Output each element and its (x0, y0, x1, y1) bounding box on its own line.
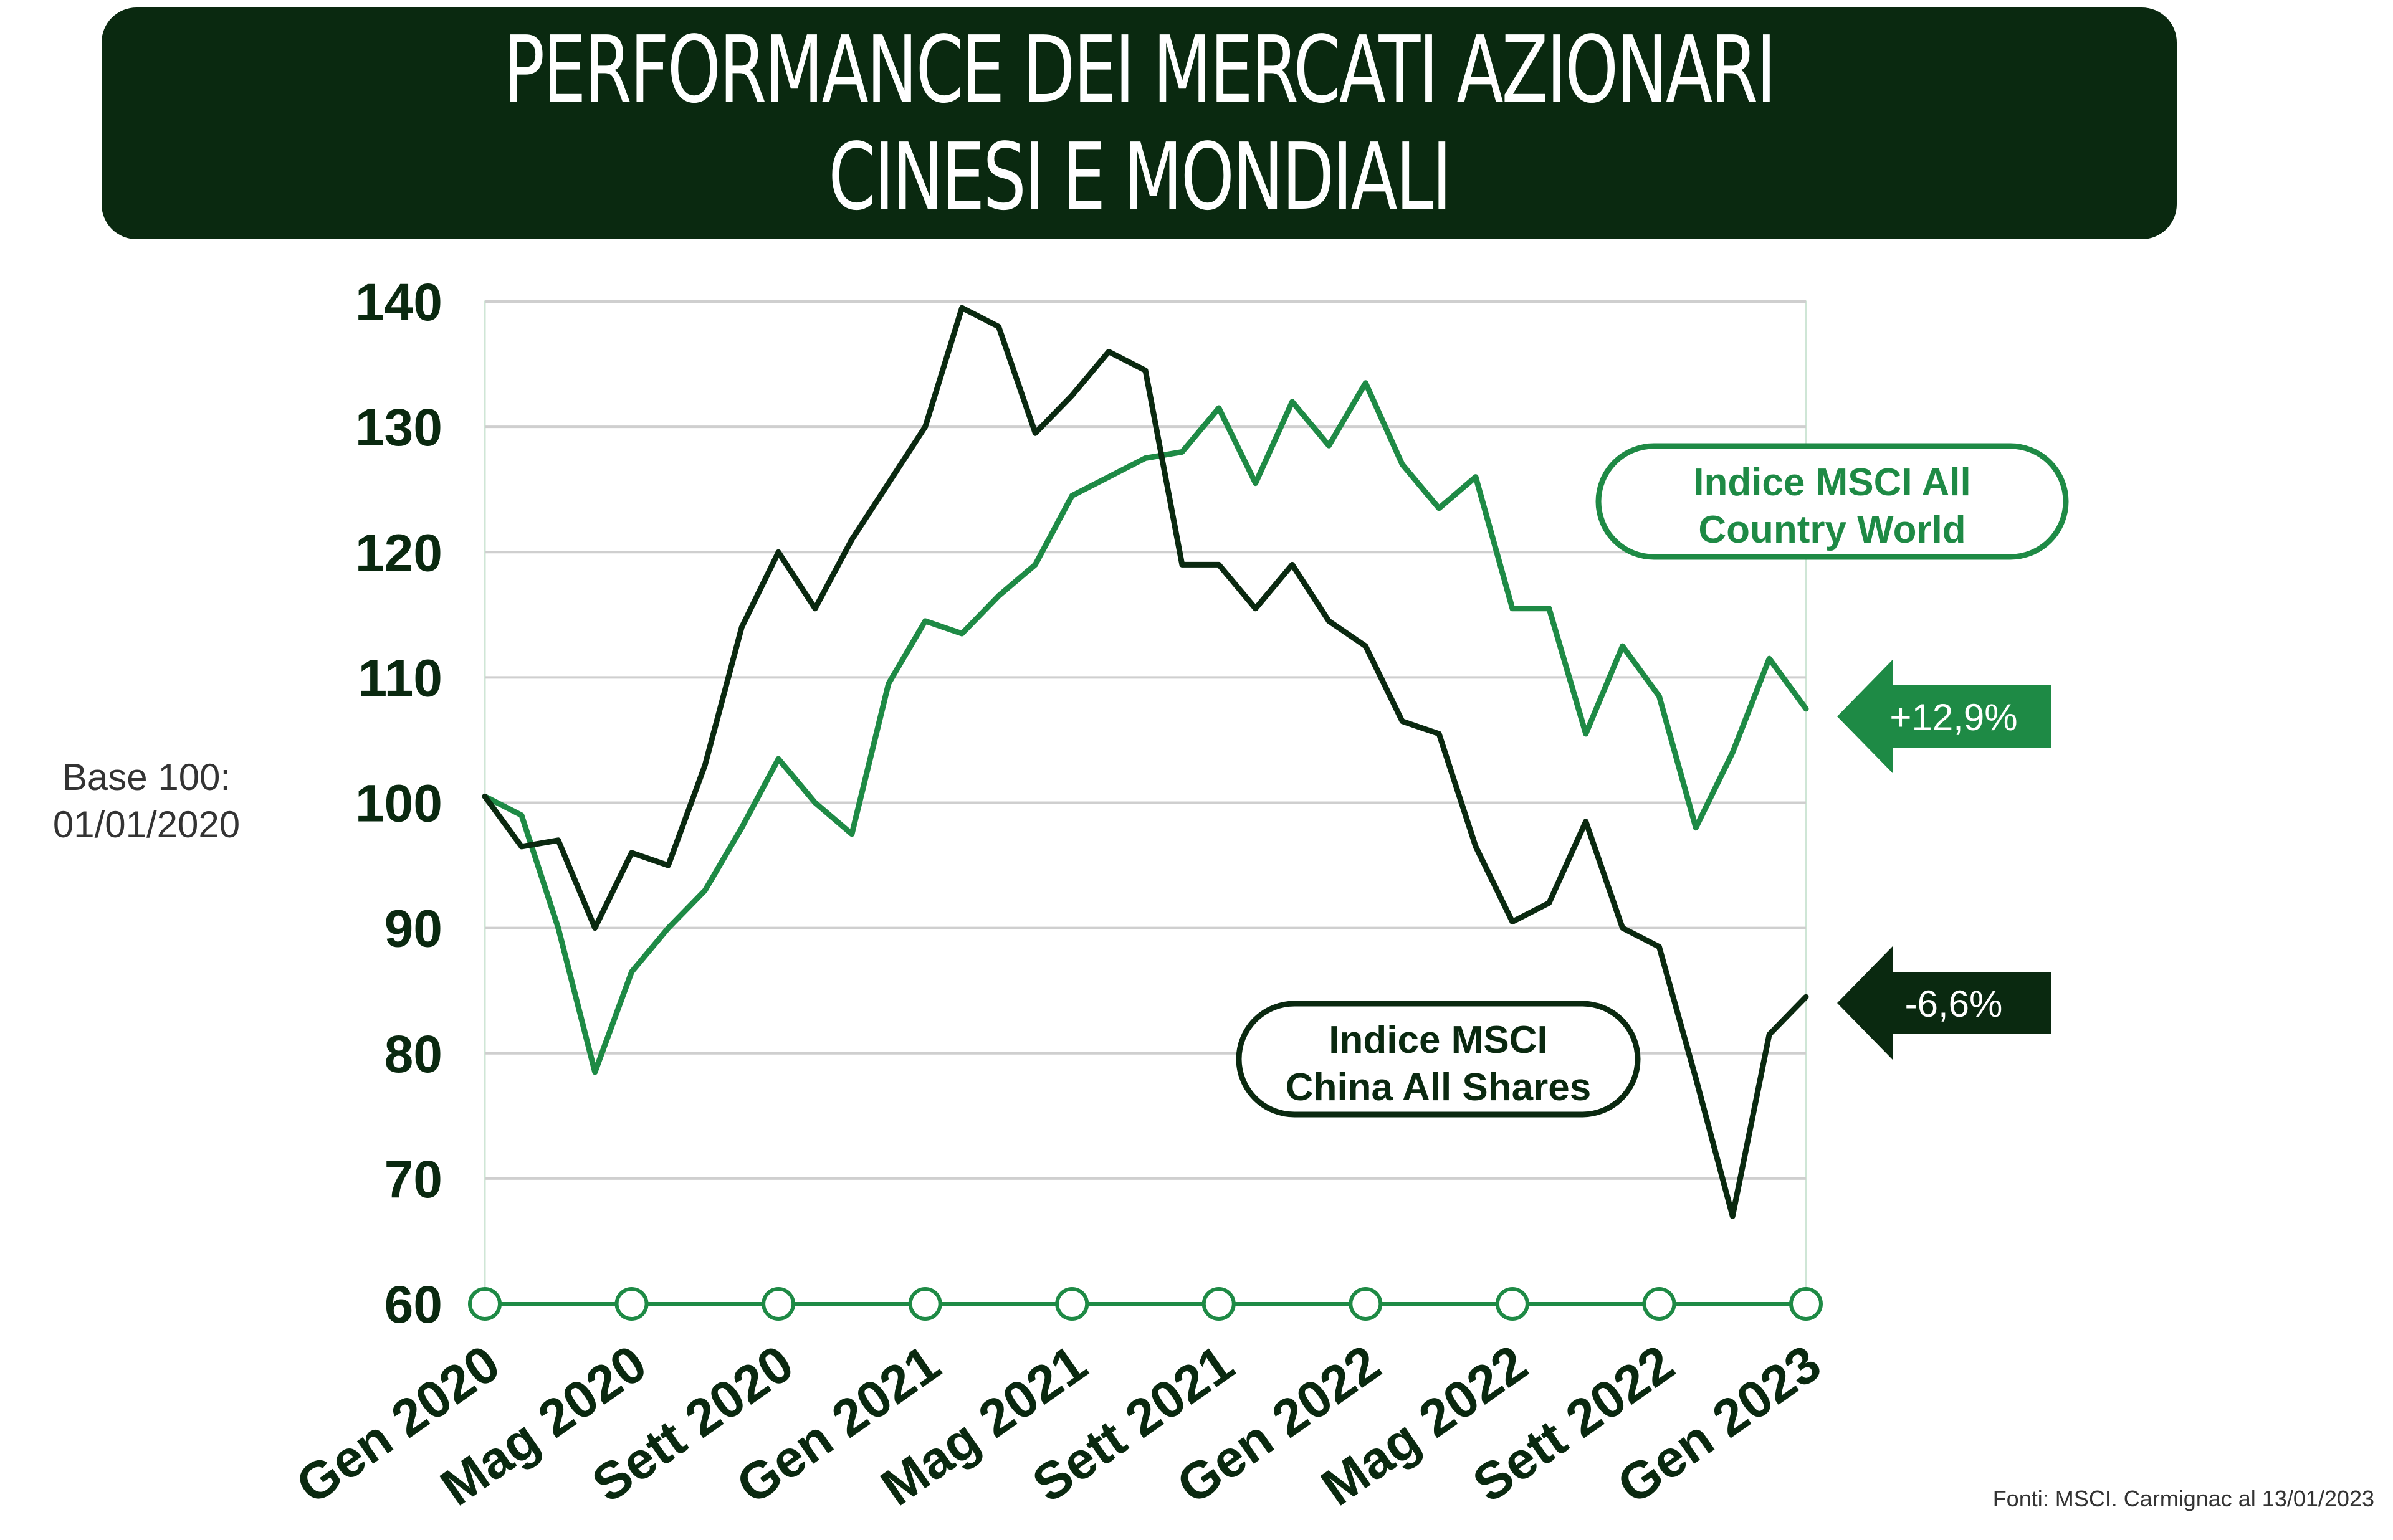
x-tick-marker (1789, 1287, 1823, 1321)
badge-arrow (1837, 946, 2051, 1060)
series-label-line: Indice MSCI (1329, 1019, 1547, 1062)
x-tick-marker (908, 1287, 942, 1321)
change-badge-world: +12,9% (1837, 659, 2051, 774)
x-tick-marker (614, 1287, 649, 1321)
title-banner: PERFORMANCE DEI MERCATI AZIONARI CINESI … (102, 7, 2177, 239)
series-line-china (482, 305, 1809, 1219)
x-tick-marker (468, 1287, 502, 1321)
y-tick-label: 140 (355, 273, 442, 331)
x-tick-marker (1349, 1287, 1383, 1321)
series-label-border (1236, 1001, 1641, 1118)
base-note: Base 100: 01/01/2020 (25, 754, 268, 848)
series-label-border (1595, 443, 2069, 560)
source-note: Fonti: MSCI. Carmignac al 13/01/2023 (1992, 1486, 2374, 1511)
series-label-line: Indice MSCI All (1693, 461, 1971, 504)
base-note-line-1: Base 100: (62, 756, 231, 798)
y-tick-label: 130 (355, 398, 442, 457)
x-tick-marker (1642, 1287, 1676, 1321)
chart-title-line-1: PERFORMANCE DEI MERCATI AZIONARI (504, 16, 1776, 123)
badge-arrow (1837, 659, 2051, 774)
x-tick-marker (1495, 1287, 1529, 1321)
badge-value: +12,9% (1889, 696, 2017, 738)
y-tick-label: 70 (385, 1150, 442, 1209)
y-tick-label: 80 (385, 1025, 442, 1083)
change-badge-china: -6,6% (1837, 946, 2051, 1060)
series-label-line: China All Shares (1286, 1066, 1591, 1109)
y-tick-label: 90 (385, 900, 442, 958)
y-tick-label: 120 (355, 523, 442, 582)
base-note-line-2: 01/01/2020 (52, 804, 241, 845)
x-tick-marker (762, 1287, 796, 1321)
y-tick-label: 100 (355, 774, 442, 833)
series-line-world (482, 380, 1809, 1075)
x-tick-marker (1055, 1287, 1089, 1321)
y-tick-label: 60 (385, 1275, 442, 1334)
x-tick-marker (1201, 1287, 1236, 1321)
series-label-line: Country World (1698, 508, 1966, 551)
y-tick-label: 110 (358, 649, 442, 707)
badge-value: -6,6% (1905, 983, 2003, 1025)
chart-title-line-2: CINESI E MONDIALI (828, 123, 1452, 231)
